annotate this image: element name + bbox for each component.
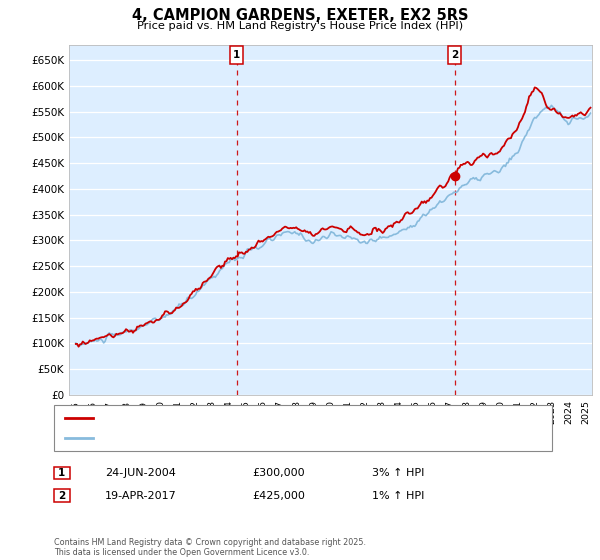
Text: £300,000: £300,000	[252, 468, 305, 478]
Text: 3% ↑ HPI: 3% ↑ HPI	[372, 468, 424, 478]
FancyBboxPatch shape	[448, 46, 461, 64]
Text: 1: 1	[58, 468, 65, 478]
Text: 4, CAMPION GARDENS, EXETER, EX2 5RS (detached house): 4, CAMPION GARDENS, EXETER, EX2 5RS (det…	[97, 413, 392, 423]
Text: 24-JUN-2004: 24-JUN-2004	[105, 468, 176, 478]
Text: HPI: Average price, detached house, Exeter: HPI: Average price, detached house, Exet…	[97, 433, 314, 443]
Text: 1% ↑ HPI: 1% ↑ HPI	[372, 491, 424, 501]
Text: 4, CAMPION GARDENS, EXETER, EX2 5RS: 4, CAMPION GARDENS, EXETER, EX2 5RS	[132, 8, 468, 24]
Text: 2: 2	[451, 50, 458, 60]
Text: £425,000: £425,000	[252, 491, 305, 501]
Text: Contains HM Land Registry data © Crown copyright and database right 2025.
This d: Contains HM Land Registry data © Crown c…	[54, 538, 366, 557]
Text: 1: 1	[233, 50, 241, 60]
Text: 19-APR-2017: 19-APR-2017	[105, 491, 177, 501]
FancyBboxPatch shape	[230, 46, 243, 64]
Text: Price paid vs. HM Land Registry's House Price Index (HPI): Price paid vs. HM Land Registry's House …	[137, 21, 463, 31]
Text: 2: 2	[58, 491, 65, 501]
